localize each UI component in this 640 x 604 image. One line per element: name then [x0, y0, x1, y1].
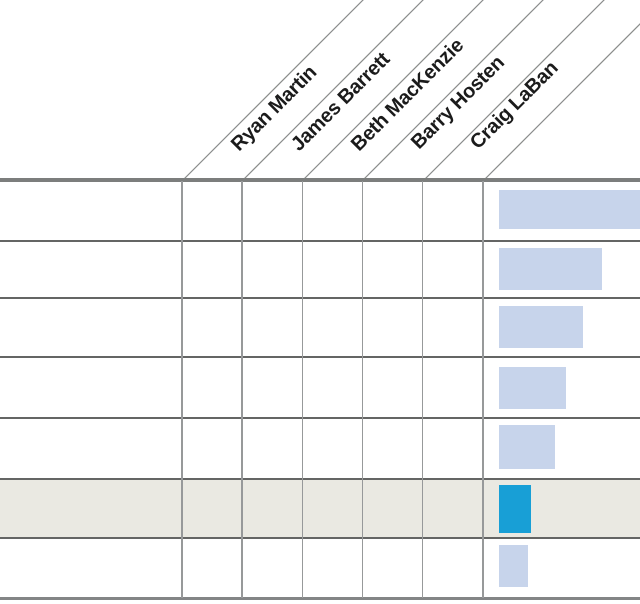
grid-row-separator — [0, 240, 640, 242]
score-bar — [498, 545, 528, 587]
header-diagonal-line — [422, 0, 605, 181]
score-bar — [498, 425, 555, 469]
header-diagonal-line — [482, 23, 640, 181]
score-bar — [498, 306, 583, 349]
grid-column-line — [361, 181, 363, 598]
score-bar — [498, 189, 640, 229]
header-diagonal-lines — [181, 0, 640, 181]
grid-row-separator — [0, 537, 640, 540]
header-diagonal-line — [301, 0, 484, 181]
grid-row-separator — [0, 417, 640, 420]
score-bar — [498, 367, 566, 410]
score-bar-highlighted — [498, 485, 531, 533]
grid-column-line — [422, 181, 424, 598]
grid-column-line — [301, 181, 303, 598]
header-diagonal-line — [241, 0, 424, 181]
highlighted-row-band — [0, 480, 640, 538]
grid-column-line — [181, 181, 183, 598]
table-top-border — [0, 177, 640, 182]
column-header-area: Ryan Martin James Barrett Beth MacKenzie… — [181, 0, 640, 181]
grid-row-separator — [0, 355, 640, 358]
grid-row-separator — [0, 478, 640, 481]
grid-column-line — [241, 181, 243, 598]
table-bottom-border — [0, 596, 640, 601]
header-diagonal-line — [361, 0, 544, 181]
score-bar — [498, 248, 602, 290]
grid-column-line — [482, 181, 484, 598]
header-diagonal-line — [181, 0, 364, 181]
grid-row-separator — [0, 297, 640, 300]
